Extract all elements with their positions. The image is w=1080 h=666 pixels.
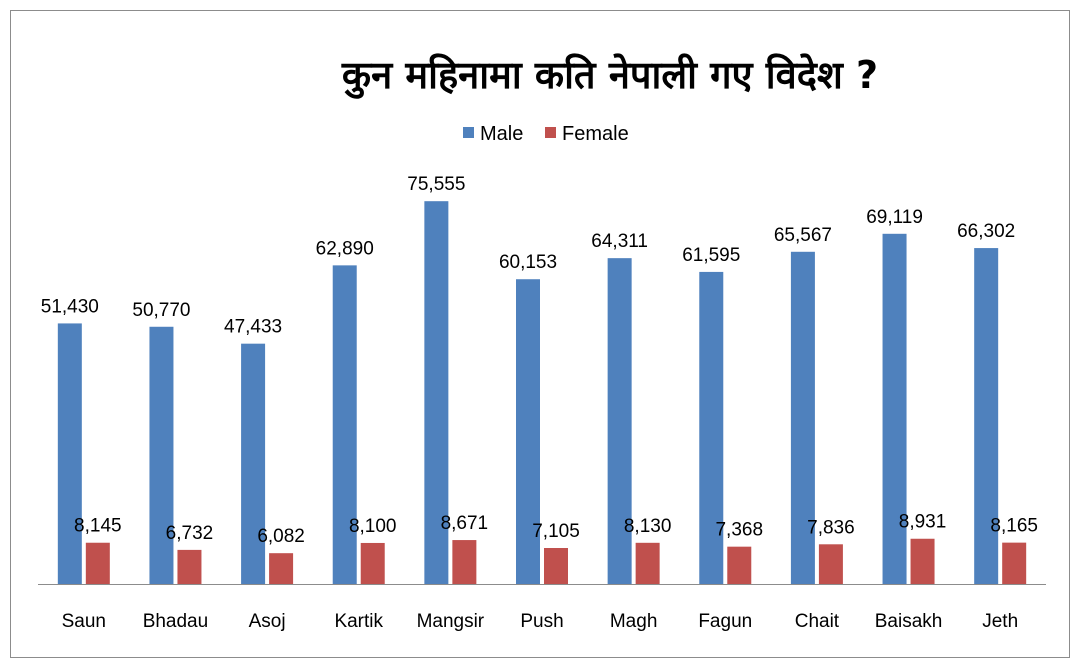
bar-female-jeth <box>1002 542 1027 584</box>
data-label-male-baisakh: 69,119 <box>866 207 923 228</box>
data-label-female-mangsir: 8,671 <box>441 513 489 534</box>
data-label-female-baisakh: 8,931 <box>899 512 947 533</box>
bar-male-mangsir <box>424 201 449 585</box>
data-label-male-magh: 64,311 <box>591 231 648 252</box>
bar-male-baisakh <box>882 233 907 585</box>
data-label-female-fagun: 7,368 <box>715 520 763 541</box>
data-label-female-bhadau: 6,732 <box>166 523 214 544</box>
x-tick-label-push: Push <box>520 611 563 632</box>
x-axis-tick-labels: Saun Bhadau Asoj Kartik Mangsir Push Magh Fagun… <box>62 611 1019 632</box>
bar-female-push <box>544 548 568 584</box>
data-label-male-kartik: 62,890 <box>316 238 374 259</box>
x-tick-label-bhadau: Bhadau <box>143 611 209 632</box>
data-label-male-bhadau: 50,770 <box>132 300 190 321</box>
bar-female-fagun <box>727 546 752 584</box>
value-labels-group: 51,430 8,145 50,770 6,732 47,433 6,082 62,890 8… <box>41 174 1038 547</box>
x-tick-label-kartik: Kartik <box>334 611 383 632</box>
legend-label-female: Female <box>562 123 629 145</box>
x-tick-label-baisakh: Baisakh <box>875 611 943 632</box>
bar-male-push <box>516 279 540 584</box>
chart-title: कुन महिनामा कति नेपाली गए विदेश ? <box>341 53 878 99</box>
bar-female-saun <box>85 542 110 584</box>
data-label-male-asoj: 47,433 <box>224 317 282 338</box>
bar-male-fagun <box>699 271 724 584</box>
x-tick-label-mangsir: Mangsir <box>417 611 485 632</box>
bar-male-saun <box>57 323 82 584</box>
bar-male-bhadau <box>149 326 174 584</box>
data-label-female-saun: 8,145 <box>74 516 122 537</box>
bar-male-kartik <box>332 265 357 584</box>
bar-male-chait <box>790 251 815 584</box>
bar-male-jeth <box>974 248 999 584</box>
data-label-male-mangsir: 75,555 <box>407 174 465 195</box>
bar-female-kartik <box>360 542 385 584</box>
legend: Male Female <box>463 123 629 145</box>
x-tick-label-jeth: Jeth <box>982 611 1018 632</box>
legend-label-male: Male <box>480 123 523 145</box>
data-label-male-saun: 51,430 <box>41 296 99 317</box>
x-tick-label-fagun: Fagun <box>698 611 752 632</box>
bar-female-asoj <box>269 553 294 584</box>
x-tick-label-chait: Chait <box>795 611 840 632</box>
bar-female-magh <box>635 542 660 584</box>
bar-male-magh <box>607 258 632 584</box>
data-label-male-chait: 65,567 <box>774 225 832 246</box>
data-label-female-jeth: 8,165 <box>990 516 1038 537</box>
x-tick-label-saun: Saun <box>62 611 106 632</box>
data-label-female-push: 7,105 <box>532 521 580 542</box>
data-label-female-magh: 8,130 <box>624 516 672 537</box>
bars-group <box>57 201 1027 585</box>
data-label-female-asoj: 6,082 <box>257 526 305 547</box>
bar-female-baisakh <box>910 538 935 584</box>
data-label-female-chait: 7,836 <box>807 517 855 538</box>
bar-male-asoj <box>241 343 266 584</box>
data-label-male-fagun: 61,595 <box>682 245 740 266</box>
data-label-male-push: 60,153 <box>499 252 557 273</box>
bar-female-bhadau <box>177 549 202 584</box>
bar-female-chait <box>818 544 843 584</box>
x-tick-label-magh: Magh <box>610 611 658 632</box>
data-label-male-jeth: 66,302 <box>957 221 1015 242</box>
bar-female-mangsir <box>452 540 477 584</box>
legend-swatch-male <box>463 127 474 138</box>
x-tick-label-asoj: Asoj <box>249 611 286 632</box>
data-label-female-kartik: 8,100 <box>349 516 397 537</box>
legend-swatch-female <box>545 127 556 138</box>
